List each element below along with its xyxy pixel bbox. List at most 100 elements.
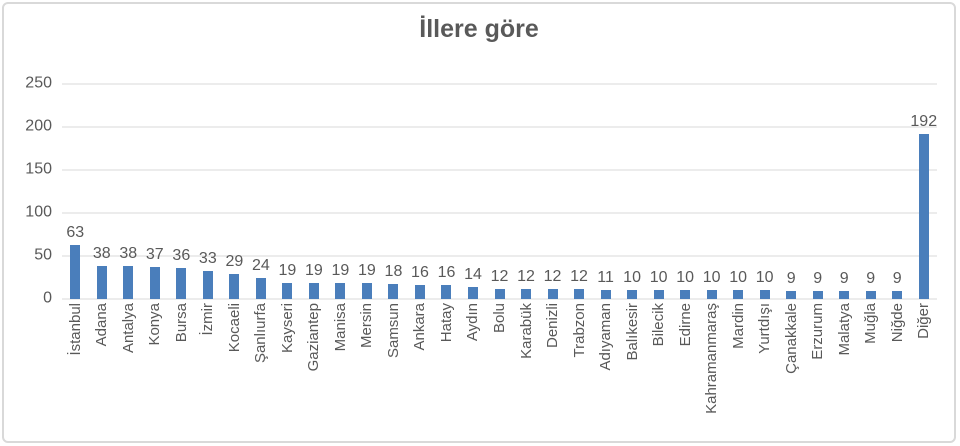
bar-value-label: 9 [892, 270, 902, 288]
bar-column: 10 [645, 84, 672, 299]
x-label-column: Balıkesir [619, 303, 646, 445]
bar-value-label: 12 [570, 267, 588, 285]
x-label-column: Gaziantep [301, 303, 328, 445]
bar-value-label: 16 [411, 264, 429, 282]
bar [918, 133, 929, 299]
x-axis-label: Hatay [437, 303, 455, 343]
bar-value-label: 9 [786, 270, 796, 288]
gridline [62, 255, 937, 257]
gridline [62, 126, 937, 128]
bar-value-label: 16 [437, 264, 456, 282]
bar [494, 288, 505, 299]
x-axis-label: Kayseri [278, 303, 296, 354]
x-label-column: Adıyaman [592, 303, 619, 445]
x-label-column: Aydın [460, 303, 487, 445]
bar [414, 285, 425, 299]
bar [574, 288, 585, 299]
x-axis-label: Kocaeli [225, 303, 243, 353]
bar [839, 291, 850, 299]
x-label-column: Kayseri [274, 303, 301, 445]
y-axis: 0 50 100 150 200 250 [25, 74, 937, 306]
bar [547, 288, 558, 299]
bar-value-label: 10 [702, 269, 721, 287]
bar-column: 19 [274, 84, 301, 299]
x-label-column: Kahramanmaraş [698, 303, 725, 445]
bar [892, 291, 903, 299]
x-label-column: Bolu [486, 303, 513, 445]
x-axis-label: Erzurum [809, 303, 827, 360]
bar-column: 19 [327, 84, 354, 299]
bar [255, 278, 266, 299]
bar [706, 290, 717, 299]
bar-value-label: 11 [597, 268, 614, 286]
x-label-column: İstanbul [62, 303, 89, 445]
bar-column: 14 [460, 84, 487, 299]
x-label-column: Manisa [327, 303, 354, 445]
x-axis-label: Bursa [172, 303, 190, 343]
bar-value-label: 19 [331, 261, 350, 279]
x-axis-label: Denizli [544, 303, 562, 349]
x-label-column: Mardin [725, 303, 752, 445]
bar-value-label: 19 [304, 261, 323, 279]
bar [521, 288, 532, 299]
bar-value-label: 10 [676, 269, 695, 287]
bar-value-label: 10 [649, 269, 668, 287]
x-axis-label: Antalya [119, 303, 137, 354]
bar [149, 267, 160, 299]
bar-value-label: 9 [839, 270, 849, 288]
bar-value-label: 18 [384, 262, 403, 280]
x-axis-label: Edirne [676, 303, 694, 347]
bar [202, 270, 213, 299]
bar [335, 282, 346, 299]
x-axis-label: Adıyaman [597, 303, 615, 371]
x-axis-label: İzmir [199, 303, 217, 336]
x-label-column: Kocaeli [221, 303, 248, 445]
x-label-column: Mersin [354, 303, 381, 445]
bar-column: 16 [407, 84, 434, 299]
y-tick-label: 150 [25, 160, 52, 178]
x-axis-label: Şanlıurfa [252, 303, 270, 364]
x-label-column: İzmir [195, 303, 222, 445]
bar-column: 12 [486, 84, 513, 299]
x-axis-label: Niğde [888, 303, 906, 343]
bar-value-label: 38 [119, 245, 138, 263]
bar [812, 291, 823, 299]
bar-column: 37 [142, 84, 169, 299]
x-label-column: Çanakkale [778, 303, 805, 445]
bar [441, 285, 452, 299]
x-axis-label: Gaziantep [305, 303, 323, 372]
x-axis-label: Mersin [358, 303, 376, 349]
x-label-column: Bilecik [645, 303, 672, 445]
x-axis-label: Trabzon [570, 303, 588, 358]
bar-value-label: 14 [464, 265, 482, 283]
y-tick-label: 100 [25, 203, 52, 221]
x-axis-label: Balıkesir [623, 303, 641, 361]
bar-value-label: 19 [278, 261, 297, 279]
x-label-column: Antalya [115, 303, 142, 445]
bar-column: 10 [725, 84, 752, 299]
bar-column: 12 [513, 84, 540, 299]
bar-column: 29 [221, 84, 248, 299]
bars: 63 38 38 37 36 33 29 24 19 19 19 19 18 16 16 14 12 12 12 12… [62, 84, 937, 299]
x-label-column: Konya [142, 303, 169, 445]
x-axis-label: Adana [93, 303, 111, 347]
x-label-column: Diğer [911, 303, 938, 445]
x-axis-label: Samsun [384, 303, 402, 359]
bar [786, 291, 797, 299]
bar-value-label: 192 [910, 112, 938, 130]
bar [680, 290, 691, 299]
x-axis-label: İstanbul [66, 303, 84, 356]
y-tick-label: 250 [25, 74, 52, 92]
bar-value-label: 37 [145, 246, 164, 264]
bar [70, 244, 81, 299]
chart-title: İllere göre [419, 15, 539, 43]
gridline [62, 298, 937, 300]
bar-value-label: 24 [251, 257, 270, 275]
bar-column: 33 [195, 84, 222, 299]
bar-column: 10 [672, 84, 699, 299]
bar-column: 10 [619, 84, 646, 299]
x-label-column: Niğde [884, 303, 911, 445]
bar-column: 192 [910, 84, 938, 299]
bar [123, 266, 134, 299]
